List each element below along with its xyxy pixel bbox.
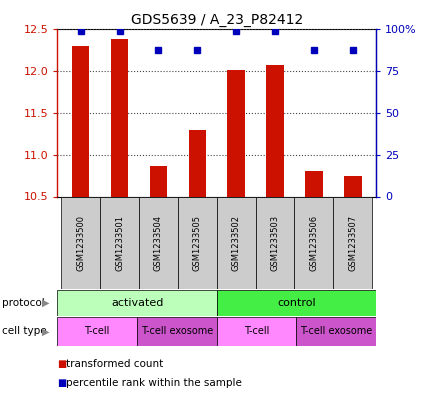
Text: control: control	[277, 298, 316, 308]
Bar	[57, 317, 137, 346]
Text: ■: ■	[57, 378, 67, 388]
Text: transformed count: transformed count	[66, 358, 163, 369]
Text: GSM1233503: GSM1233503	[271, 215, 280, 271]
Bar	[178, 196, 217, 289]
Bar	[57, 290, 217, 316]
Bar	[344, 176, 362, 196]
Text: ▶: ▶	[42, 327, 49, 336]
Bar	[139, 196, 178, 289]
Text: GSM1233501: GSM1233501	[115, 215, 124, 271]
Text: T-cell: T-cell	[85, 327, 110, 336]
Text: GSM1233506: GSM1233506	[309, 215, 318, 271]
Text: T-cell exosome: T-cell exosome	[141, 327, 213, 336]
Text: GSM1233507: GSM1233507	[348, 215, 357, 271]
Bar	[295, 196, 333, 289]
Text: GSM1233502: GSM1233502	[232, 215, 241, 271]
Text: GSM1233500: GSM1233500	[76, 215, 85, 271]
Bar	[137, 317, 217, 346]
Bar	[189, 130, 206, 196]
Bar	[61, 196, 100, 289]
Text: ▶: ▶	[42, 298, 49, 308]
Bar	[255, 196, 295, 289]
Text: activated: activated	[111, 298, 163, 308]
Bar	[305, 171, 323, 196]
Bar	[72, 46, 89, 196]
Text: GSM1233505: GSM1233505	[193, 215, 202, 271]
Text: ■: ■	[57, 358, 67, 369]
Text: T-cell: T-cell	[244, 327, 269, 336]
Bar	[111, 39, 128, 197]
Bar	[333, 196, 372, 289]
Text: protocol: protocol	[2, 298, 45, 308]
Bar	[296, 317, 376, 346]
Bar	[217, 290, 376, 316]
Bar	[266, 65, 284, 196]
Bar	[217, 196, 255, 289]
Text: cell type: cell type	[2, 327, 47, 336]
Bar	[100, 196, 139, 289]
Text: T-cell exosome: T-cell exosome	[300, 327, 372, 336]
Title: GDS5639 / A_23_P82412: GDS5639 / A_23_P82412	[130, 13, 303, 27]
Bar	[150, 167, 167, 196]
Text: GSM1233504: GSM1233504	[154, 215, 163, 271]
Bar	[227, 70, 245, 196]
Bar	[217, 317, 296, 346]
Text: percentile rank within the sample: percentile rank within the sample	[66, 378, 242, 388]
